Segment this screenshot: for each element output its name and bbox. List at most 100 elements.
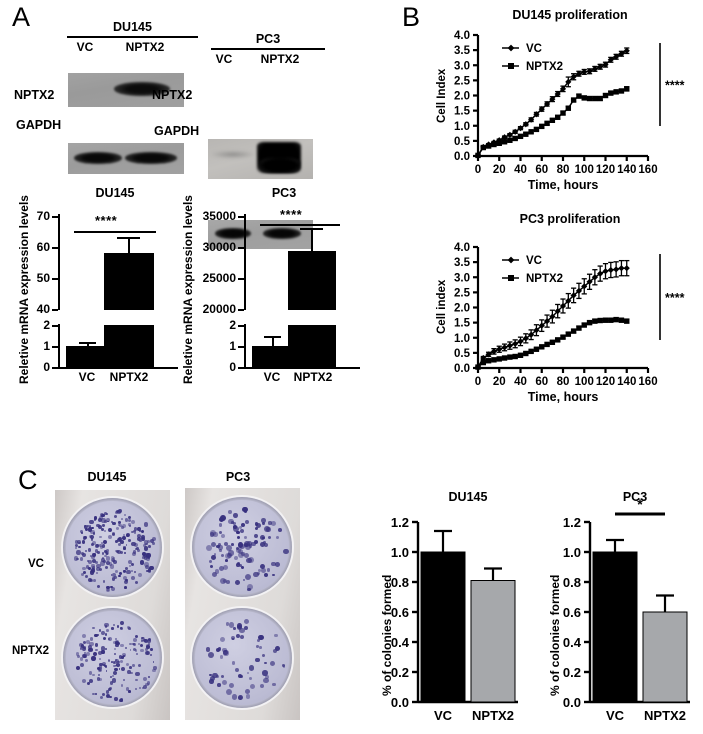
- colony-dot: [128, 559, 133, 564]
- chart-mrna-du145-title: DU145: [95, 186, 135, 200]
- colony-dot: [104, 665, 108, 669]
- colony-dot: [84, 549, 88, 553]
- colony-dot: [231, 661, 236, 666]
- colony-dot: [91, 569, 94, 573]
- svg-text:0.0: 0.0: [454, 151, 470, 163]
- colony-dot: [144, 650, 150, 655]
- colony-dot: [114, 576, 117, 579]
- colony-dot: [105, 552, 109, 555]
- colony-dot: [106, 513, 109, 516]
- blot-du145-nptx2-band: [114, 82, 170, 96]
- svg-text:1.5: 1.5: [454, 318, 471, 330]
- colony-dot: [152, 542, 155, 545]
- colony-dot: [244, 519, 249, 525]
- colony-dot: [227, 552, 232, 558]
- colony-dot: [246, 671, 250, 675]
- colony-dot: [96, 633, 100, 637]
- colony-dot: [248, 676, 252, 680]
- colony-dot: [251, 541, 256, 547]
- chart-mrna-du145-errcap-nptx2: [117, 237, 140, 239]
- colony-dot: [135, 687, 138, 690]
- colony-dot: [74, 540, 79, 544]
- plate-col-label-du145: DU145: [87, 470, 127, 484]
- colony-dot: [234, 667, 239, 672]
- chart-mrna-pc3-stars: ****: [280, 207, 303, 222]
- colony-dot: [213, 553, 217, 556]
- chart-mrna-pc3-ytick-2: 2: [229, 318, 236, 332]
- colony-dot: [219, 654, 224, 659]
- colony-dot: [149, 539, 154, 544]
- blot-pc3-row-label-nptx2: NPTX2: [152, 88, 193, 102]
- colony-dot: [243, 535, 247, 539]
- chart-mrna-du145-bar-vc: [66, 346, 108, 367]
- colony-dot: [243, 541, 250, 547]
- colony-dot: [119, 540, 124, 544]
- colony-dot: [88, 525, 92, 528]
- colony-dot: [90, 529, 95, 535]
- colony-dot: [82, 535, 87, 540]
- colony-dot: [135, 652, 138, 656]
- colony-dot: [74, 543, 79, 548]
- plate-pc3: [185, 488, 300, 720]
- colony-dot: [239, 628, 245, 634]
- colony-dot: [96, 572, 99, 574]
- chart-prolif-pc3-plot: 0.00.51.01.52.02.53.03.54.00 20 40 60 80 100 1…: [454, 242, 685, 404]
- tick-0: [238, 367, 244, 369]
- colony-dot: [263, 543, 268, 548]
- colony-dot: [114, 659, 117, 662]
- svg-text:1.0: 1.0: [563, 545, 581, 560]
- colony-dot: [103, 549, 108, 554]
- chart-mrna-pc3-ytick-1: 1: [229, 339, 236, 353]
- colony-dot: [107, 534, 113, 540]
- colony-dot: [244, 618, 250, 624]
- colony-dot: [266, 567, 271, 572]
- colony-dot: [101, 552, 104, 555]
- colony-dot: [91, 656, 96, 661]
- colony-dot: [133, 542, 138, 547]
- chart-mrna-pc3-errcap-nptx2: [300, 228, 323, 230]
- colony-dot: [86, 639, 91, 644]
- colony-dot: [120, 550, 124, 554]
- colony-dot: [115, 539, 118, 543]
- colony-dot: [128, 666, 132, 669]
- colony-dot: [246, 558, 252, 564]
- colony-dot: [227, 510, 232, 515]
- svg-text:80: 80: [557, 376, 570, 388]
- colony-dot: [210, 542, 216, 548]
- tick-40: [52, 309, 58, 311]
- colony-dot: [242, 578, 246, 582]
- svg-text:1.5: 1.5: [454, 106, 471, 118]
- colony-dot: [100, 696, 104, 700]
- chart-mrna-pc3-ytick-25000: 25000: [202, 271, 236, 285]
- colony-dot: [113, 641, 117, 645]
- plate-row-label-vc: VC: [28, 558, 44, 570]
- blot-pc3-lane-vc: VC: [215, 52, 233, 66]
- colony-dot: [98, 665, 103, 669]
- colony-dot: [117, 508, 122, 513]
- colony-dot: [137, 573, 142, 578]
- colony-dot: [133, 570, 136, 574]
- colony-dot: [133, 527, 138, 532]
- colony-dot: [109, 562, 113, 566]
- chart-mrna-pc3-xaxis: [244, 367, 360, 369]
- colony-dot: [76, 652, 80, 656]
- colony-dot: [110, 573, 113, 576]
- colony-dot: [150, 653, 153, 656]
- colony-dot: [124, 567, 128, 571]
- colony-dot: [142, 554, 145, 557]
- colony-dot: [267, 536, 271, 540]
- colony-dot: [123, 678, 126, 681]
- svg-text:0.2: 0.2: [391, 665, 409, 680]
- colony-dot: [130, 530, 134, 534]
- svg-text:40: 40: [514, 376, 527, 388]
- colony-dot: [218, 545, 223, 550]
- colony-dot: [138, 687, 141, 690]
- colony-dot: [107, 695, 110, 698]
- colony-dot: [127, 669, 131, 674]
- blot-du145-lane-vc: VC: [76, 40, 94, 54]
- colony-dot: [133, 638, 137, 642]
- colony-dot: [149, 565, 154, 571]
- colony-dot: [144, 647, 148, 651]
- colony-dot: [137, 643, 141, 646]
- colony-dot: [89, 519, 94, 524]
